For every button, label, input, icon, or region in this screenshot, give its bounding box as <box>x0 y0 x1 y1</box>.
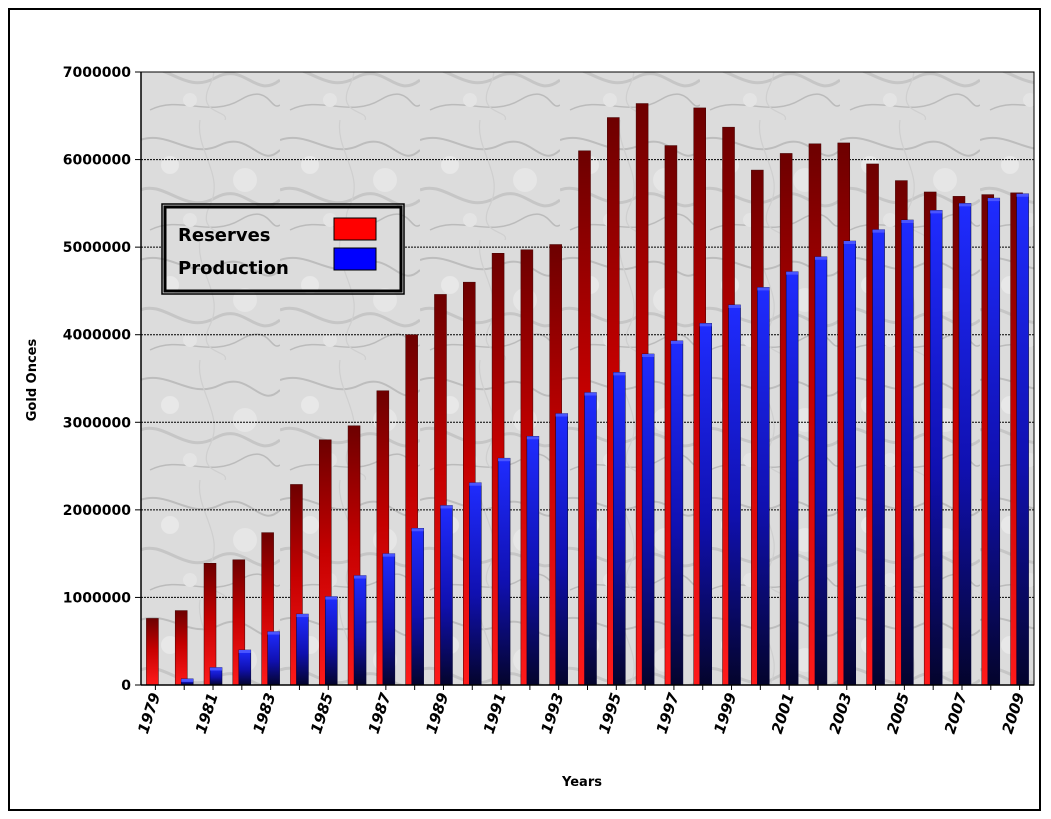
bar-production <box>757 287 770 686</box>
y-axis-title: Gold Onces <box>25 339 40 422</box>
bar-production <box>641 353 655 686</box>
bar-production <box>670 340 684 686</box>
x-tick-label: 1993 <box>537 691 567 736</box>
bar-production-cap <box>555 413 568 417</box>
x-tick-label: 1997 <box>653 690 683 736</box>
x-tick-label: 2009 <box>998 691 1028 736</box>
bar-production <box>440 505 453 686</box>
bar-production <box>584 392 597 686</box>
bar-production <box>526 436 540 686</box>
bar-production <box>497 457 511 686</box>
bar-production-cap <box>210 667 223 671</box>
bar-production <box>411 527 424 686</box>
x-tick-label: 1981 <box>192 691 222 736</box>
bar-production <box>958 203 972 686</box>
bar-production-cap <box>469 482 482 486</box>
legend-label-reserves: Reserves <box>178 225 271 246</box>
legend-border <box>163 205 403 293</box>
bar-production <box>785 271 799 686</box>
legend-label-production: Production <box>178 258 289 279</box>
bar-production-cap <box>699 323 712 327</box>
bar-production-cap <box>440 505 453 509</box>
x-tick-label: 1983 <box>249 691 279 736</box>
bar-production <box>901 219 914 686</box>
y-tick-label: 6000000 <box>63 153 131 169</box>
y-tick-label: 1000000 <box>63 590 131 606</box>
bar-production <box>382 553 396 686</box>
bar-production <box>814 256 828 686</box>
y-tick-label: 0 <box>121 678 131 694</box>
bar-production <box>987 197 1001 686</box>
bar-production-cap <box>498 458 511 462</box>
bar-production <box>324 596 338 686</box>
bar-production <box>555 413 568 686</box>
bar-production <box>613 372 626 686</box>
y-tick-label: 2000000 <box>63 503 131 519</box>
bar-production-cap <box>267 631 280 635</box>
x-tick-label: 1987 <box>365 690 395 736</box>
bar-production-cap <box>238 649 251 653</box>
bar-production-cap <box>325 596 338 600</box>
bar-production-cap <box>411 528 424 532</box>
x-tick-label: 1979 <box>134 691 164 736</box>
bar-production-cap <box>613 372 626 376</box>
bar-production-cap <box>814 256 827 260</box>
x-tick-label: 1989 <box>422 691 452 736</box>
bar-production-cap <box>382 553 395 557</box>
y-tick-label: 3000000 <box>63 415 131 431</box>
x-axis-title: Years <box>561 775 602 790</box>
bar-production-cap <box>930 210 943 214</box>
bar-reserves <box>146 618 159 686</box>
legend-swatch-production <box>333 247 377 271</box>
bar-reserves <box>203 563 217 686</box>
x-tick-label: 1991 <box>480 691 510 736</box>
bar-production-cap <box>901 219 914 223</box>
bar-production <box>929 210 943 686</box>
bar-production-cap <box>296 614 309 618</box>
y-tick-label: 7000000 <box>63 65 131 81</box>
y-tick-label: 5000000 <box>63 240 131 256</box>
bar-production <box>353 575 367 686</box>
bar-production <box>843 240 857 686</box>
bar-production <box>1016 193 1029 686</box>
x-tick-label: 1995 <box>595 691 625 736</box>
bar-production <box>238 649 252 686</box>
bar-production-cap <box>584 392 597 396</box>
bar-production-cap <box>843 241 856 245</box>
bar-production <box>872 229 885 686</box>
legend: Reserves Production <box>161 203 405 295</box>
bar-production-cap <box>786 271 799 275</box>
x-tick-label: 1999 <box>710 691 740 736</box>
bar-production-cap <box>958 203 971 207</box>
bar-production-cap <box>872 229 885 233</box>
bar-production <box>699 323 712 686</box>
bar-production <box>469 482 482 686</box>
bar-production <box>728 304 741 686</box>
x-tick-label: 2003 <box>826 691 856 736</box>
x-tick-label: 1985 <box>307 691 337 736</box>
bar-production-cap <box>354 575 367 579</box>
bar-production-cap <box>670 340 683 344</box>
x-tick-label: 2001 <box>768 691 798 736</box>
bar-production-cap <box>987 198 1000 202</box>
legend-swatch-reserves <box>333 217 377 241</box>
x-tick-label: 2005 <box>883 691 913 736</box>
bar-production-cap <box>181 678 194 682</box>
bar-production <box>296 613 309 686</box>
bar-production-cap <box>728 304 741 308</box>
x-tick-label: 2007 <box>941 690 971 736</box>
bar-production-cap <box>757 287 770 291</box>
bar-production-cap <box>526 436 539 440</box>
bar-production <box>267 631 280 686</box>
bar-production-cap <box>642 353 655 357</box>
bar-production-cap <box>1016 193 1029 197</box>
bar-reserves <box>174 610 188 686</box>
y-tick-label: 4000000 <box>63 328 131 344</box>
